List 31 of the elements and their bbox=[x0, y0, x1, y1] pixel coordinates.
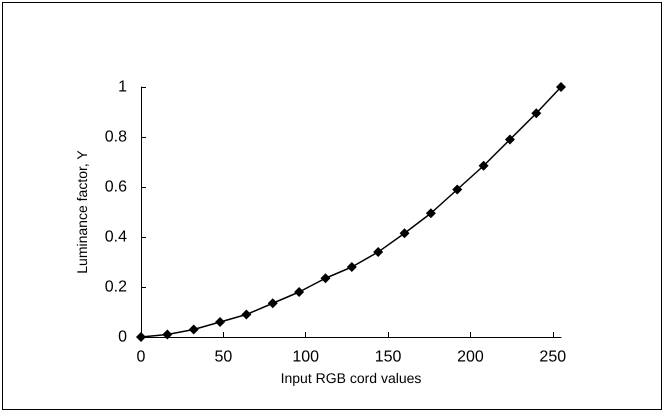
y-tick-label: 0.2 bbox=[104, 278, 128, 296]
y-tick-label: 0.6 bbox=[104, 178, 128, 196]
point bbox=[136, 332, 146, 342]
x-tick-label: 200 bbox=[457, 348, 484, 366]
x-tick-label: 50 bbox=[214, 348, 232, 366]
point bbox=[320, 273, 330, 284]
point bbox=[268, 298, 278, 308]
point bbox=[556, 82, 566, 92]
x-tick-label: 150 bbox=[374, 348, 402, 366]
y-tick-label: 1 bbox=[118, 78, 128, 96]
y-axis-title: Luminance factor, Y bbox=[74, 150, 90, 274]
y-tick-label: 0 bbox=[118, 328, 128, 346]
point bbox=[452, 184, 462, 194]
x-tick-label: 100 bbox=[292, 348, 320, 366]
point bbox=[400, 228, 410, 238]
point bbox=[478, 160, 489, 171]
x-tick-label: 250 bbox=[539, 348, 566, 366]
point bbox=[504, 134, 515, 144]
x-axis-title: Input RGB cord values bbox=[280, 370, 422, 386]
point bbox=[373, 247, 384, 257]
point bbox=[215, 317, 226, 327]
y-tick-label: 0.8 bbox=[104, 128, 128, 146]
point bbox=[294, 287, 304, 297]
point bbox=[346, 262, 357, 272]
x-tick-label: 0 bbox=[136, 348, 146, 366]
point bbox=[241, 310, 252, 320]
point bbox=[531, 108, 542, 118]
point bbox=[426, 208, 436, 218]
y-tick-label: 0.4 bbox=[104, 228, 128, 246]
point bbox=[188, 324, 199, 334]
point bbox=[162, 330, 172, 340]
